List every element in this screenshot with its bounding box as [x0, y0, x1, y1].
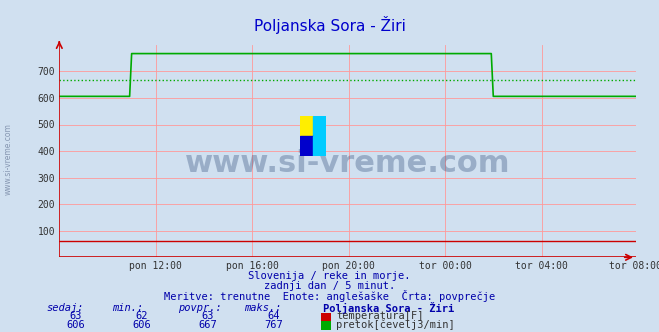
Bar: [313, 136, 326, 156]
Text: pretok[čevelj3/min]: pretok[čevelj3/min]: [336, 319, 455, 330]
Text: 63: 63: [70, 311, 82, 321]
Text: www.si-vreme.com: www.si-vreme.com: [185, 149, 510, 178]
Bar: [300, 116, 313, 136]
Text: zadnji dan / 5 minut.: zadnji dan / 5 minut.: [264, 281, 395, 291]
Text: Slovenija / reke in morje.: Slovenija / reke in morje.: [248, 271, 411, 281]
Bar: [313, 116, 326, 136]
Text: Meritve: trenutne  Enote: anglešaške  Črta: povprečje: Meritve: trenutne Enote: anglešaške Črta…: [164, 290, 495, 302]
Bar: [300, 136, 313, 156]
Text: Poljanska Sora - Žiri: Poljanska Sora - Žiri: [254, 16, 405, 34]
Text: 767: 767: [264, 320, 283, 330]
Text: 63: 63: [202, 311, 214, 321]
Text: 606: 606: [67, 320, 85, 330]
Text: povpr.:: povpr.:: [178, 303, 221, 313]
Text: Poljanska Sora - Žiri: Poljanska Sora - Žiri: [323, 302, 454, 314]
Text: sedaj:: sedaj:: [46, 303, 84, 313]
Text: 64: 64: [268, 311, 279, 321]
Text: min.:: min.:: [112, 303, 143, 313]
Text: maks.:: maks.:: [244, 303, 281, 313]
Text: temperatura[F]: temperatura[F]: [336, 311, 424, 321]
Text: 62: 62: [136, 311, 148, 321]
Text: 667: 667: [198, 320, 217, 330]
Text: www.si-vreme.com: www.si-vreme.com: [3, 124, 13, 195]
Text: 606: 606: [132, 320, 151, 330]
